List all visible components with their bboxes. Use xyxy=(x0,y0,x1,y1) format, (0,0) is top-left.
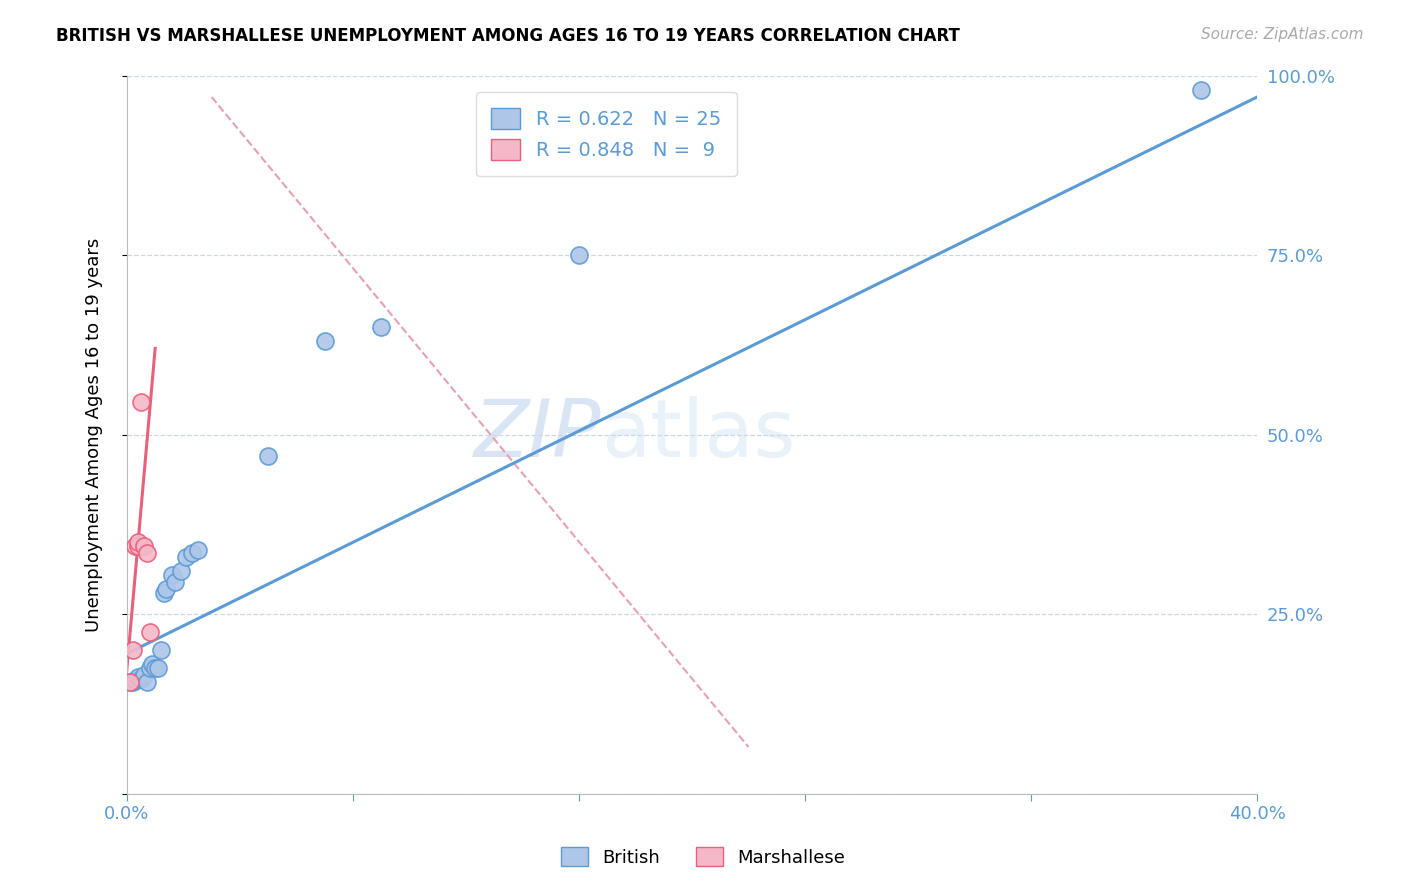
Text: BRITISH VS MARSHALLESE UNEMPLOYMENT AMONG AGES 16 TO 19 YEARS CORRELATION CHART: BRITISH VS MARSHALLESE UNEMPLOYMENT AMON… xyxy=(56,27,960,45)
Point xyxy=(135,546,157,560)
Point xyxy=(160,567,183,582)
Point xyxy=(118,675,141,690)
Point xyxy=(121,675,143,690)
Text: atlas: atlas xyxy=(602,395,796,474)
Legend: British, Marshallese: British, Marshallese xyxy=(554,840,852,874)
Point xyxy=(163,574,186,589)
Point xyxy=(132,539,155,553)
Point xyxy=(187,542,209,557)
Point xyxy=(132,668,155,682)
Point xyxy=(169,564,191,578)
Point xyxy=(121,643,143,657)
Point xyxy=(257,449,280,463)
Point xyxy=(152,585,174,599)
Point xyxy=(370,319,392,334)
Text: ZIP: ZIP xyxy=(474,395,602,474)
Point xyxy=(149,643,172,657)
Point xyxy=(1189,83,1212,97)
Legend: R = 0.622   N = 25, R = 0.848   N =  9: R = 0.622 N = 25, R = 0.848 N = 9 xyxy=(475,93,737,176)
Point xyxy=(118,675,141,690)
Point xyxy=(568,248,591,262)
Y-axis label: Unemployment Among Ages 16 to 19 years: Unemployment Among Ages 16 to 19 years xyxy=(86,237,103,632)
Point xyxy=(127,535,149,549)
Point xyxy=(138,625,160,640)
Point xyxy=(314,334,336,349)
Point xyxy=(141,657,163,672)
Point xyxy=(146,661,169,675)
Point xyxy=(127,539,149,553)
Point xyxy=(135,675,157,690)
Point xyxy=(138,661,160,675)
Point xyxy=(127,670,149,684)
Point xyxy=(143,661,166,675)
Point xyxy=(155,582,177,596)
Point xyxy=(129,395,152,409)
Point xyxy=(124,539,146,553)
Text: Source: ZipAtlas.com: Source: ZipAtlas.com xyxy=(1201,27,1364,42)
Point xyxy=(129,672,152,686)
Point xyxy=(180,546,202,560)
Point xyxy=(124,673,146,688)
Point xyxy=(174,549,197,564)
